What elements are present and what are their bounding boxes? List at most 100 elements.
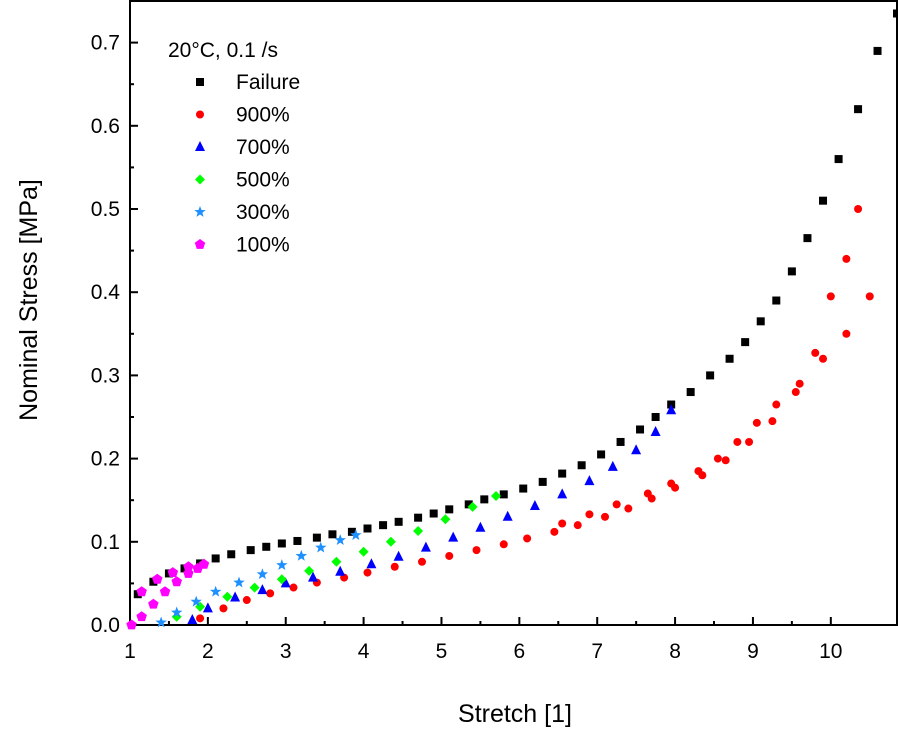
x-tick-label: 5 [436,640,448,663]
series-layer [126,9,898,630]
data-point [350,529,362,540]
data-point [171,606,183,618]
data-point [227,550,236,559]
x-axis: 1 2 3 4 5 6 7 8 9 10 [124,617,842,663]
series-300pct [155,529,362,628]
plot-area-border [129,0,898,626]
x-tick-label: 8 [669,640,681,663]
data-point [577,461,586,470]
plot-frame [129,0,898,626]
data-point [464,500,473,509]
data-point [768,417,777,426]
data-point [873,46,882,55]
data-point [557,488,568,499]
legend-marker [196,78,204,86]
data-point [262,542,271,551]
data-point [651,413,660,421]
data-point [721,456,730,465]
data-point [202,602,213,613]
data-point [222,591,233,602]
data-point [211,554,220,563]
data-point [420,541,431,552]
data-point [379,521,388,530]
data-point [312,533,321,542]
data-point [480,495,489,504]
data-point [842,254,851,263]
data-point [865,292,874,301]
data-point [448,531,459,542]
data-point [358,546,369,557]
data-point [289,583,298,592]
x-tick-label: 1 [124,640,136,663]
data-point [667,479,676,488]
data-point [550,527,559,536]
legend-item-300pct: 300% [194,201,290,224]
data-point [242,596,251,605]
legend-item-failure: Failure [196,71,300,94]
data-point [842,329,851,338]
legend-title: 20°C, 0.1 /s [168,39,278,62]
data-point [136,611,147,622]
data-point [612,500,621,509]
data-point [159,586,171,597]
legend-item-900pct: 900% [196,104,290,127]
data-point [756,317,765,326]
data-point [472,546,481,555]
x-tick-label: 4 [358,640,370,663]
legend-marker [194,206,206,217]
legend: 20°C, 0.1 /s Failure 900% 700% 500% 300% 100% [168,39,300,257]
data-point [246,546,255,555]
data-point [335,565,346,576]
y-tick-label: 0.2 [91,448,120,471]
data-point [198,558,210,569]
data-point [347,527,356,536]
data-point [363,524,372,533]
data-point [304,565,315,576]
data-point [331,556,342,567]
data-point [811,348,820,357]
x-tick-label: 7 [591,640,603,663]
data-point [334,534,346,545]
data-point [277,539,286,548]
data-point [826,292,835,301]
data-point [152,573,163,584]
data-point [733,437,742,446]
data-point [149,577,158,586]
data-point [502,510,513,521]
data-point [893,9,898,18]
data-point [585,510,594,519]
data-point [745,437,754,446]
data-point [741,338,750,347]
y-tick-label: 0.1 [91,531,120,554]
data-point [414,513,423,522]
data-point [650,426,661,436]
legend-marker [194,239,206,249]
data-point [631,444,642,455]
data-point [584,475,595,486]
data-point [819,354,828,363]
legend-marker [195,141,205,151]
legend-marker [196,110,204,119]
data-point [607,460,618,471]
data-point [538,477,547,486]
legend-item-100pct: 100% [194,234,290,257]
data-point [573,521,582,530]
x-tick-label: 9 [747,640,759,663]
data-point [597,450,606,459]
data-point [694,467,703,476]
data-point [328,530,337,539]
x-tick-label: 2 [202,640,214,663]
data-point [445,551,454,560]
series-100pct [126,558,210,630]
data-point [519,484,528,493]
data-point [385,536,396,547]
data-point [558,519,567,528]
legend-item-700pct: 700% [195,136,290,159]
data-point [854,105,863,114]
data-point [854,205,863,213]
data-point [600,512,609,521]
data-point [233,576,245,588]
data-point [523,534,532,543]
data-point [772,400,781,409]
data-point [491,491,501,501]
